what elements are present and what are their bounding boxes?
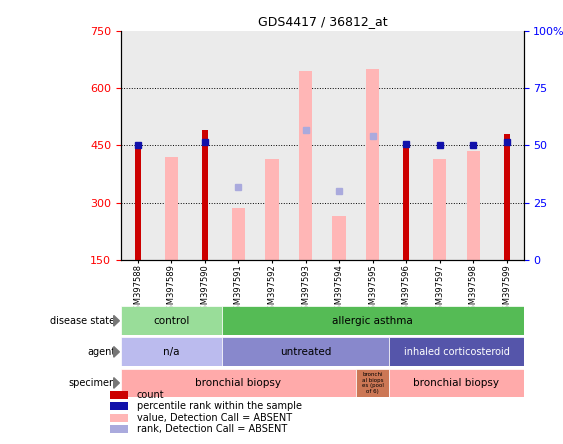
Bar [164, 157, 178, 260]
Bar [457, 31, 490, 260]
Text: allergic asthma: allergic asthma [332, 316, 413, 326]
Bar [403, 143, 409, 260]
Text: agent: agent [87, 347, 115, 357]
Bar [433, 159, 446, 260]
Title: GDS4417 / 36812_at: GDS4417 / 36812_at [257, 16, 387, 28]
Text: rank, Detection Call = ABSENT: rank, Detection Call = ABSENT [137, 424, 287, 434]
Text: percentile rank within the sample: percentile rank within the sample [137, 401, 302, 411]
Bar [332, 216, 346, 260]
Text: untreated: untreated [280, 347, 331, 357]
Bar [188, 31, 222, 260]
Text: bronchi
al biops
es (pool
of 6): bronchi al biops es (pool of 6) [361, 372, 383, 394]
Text: n/a: n/a [163, 347, 180, 357]
Bar [289, 31, 323, 260]
Text: value, Detection Call = ABSENT: value, Detection Call = ABSENT [137, 413, 292, 423]
Bar [110, 391, 128, 399]
Bar [467, 151, 480, 260]
Bar [110, 425, 128, 433]
Bar [110, 414, 128, 422]
Bar [366, 69, 379, 260]
Bar [135, 145, 141, 260]
Text: bronchial biopsy: bronchial biopsy [413, 378, 499, 388]
Bar [232, 208, 245, 260]
Bar [390, 337, 524, 366]
Bar [265, 159, 279, 260]
Bar [299, 71, 312, 260]
Text: specimen: specimen [68, 378, 115, 388]
Text: inhaled corticosteroid: inhaled corticosteroid [404, 347, 510, 357]
Bar [390, 31, 423, 260]
Bar [255, 31, 289, 260]
Text: disease state: disease state [50, 316, 115, 326]
Bar [110, 402, 128, 410]
Bar [504, 134, 510, 260]
Text: count: count [137, 390, 164, 400]
Bar [423, 31, 457, 260]
Bar [390, 369, 524, 397]
Text: bronchial biopsy: bronchial biopsy [195, 378, 282, 388]
Bar [121, 31, 155, 260]
Bar [356, 31, 390, 260]
Bar [356, 369, 390, 397]
Text: control: control [153, 316, 190, 326]
Bar [155, 31, 188, 260]
Bar [121, 369, 356, 397]
Bar [121, 306, 222, 335]
Bar [222, 337, 390, 366]
Bar [222, 306, 524, 335]
Bar [121, 337, 222, 366]
Bar [490, 31, 524, 260]
Bar [323, 31, 356, 260]
Bar [222, 31, 255, 260]
Bar [202, 130, 208, 260]
